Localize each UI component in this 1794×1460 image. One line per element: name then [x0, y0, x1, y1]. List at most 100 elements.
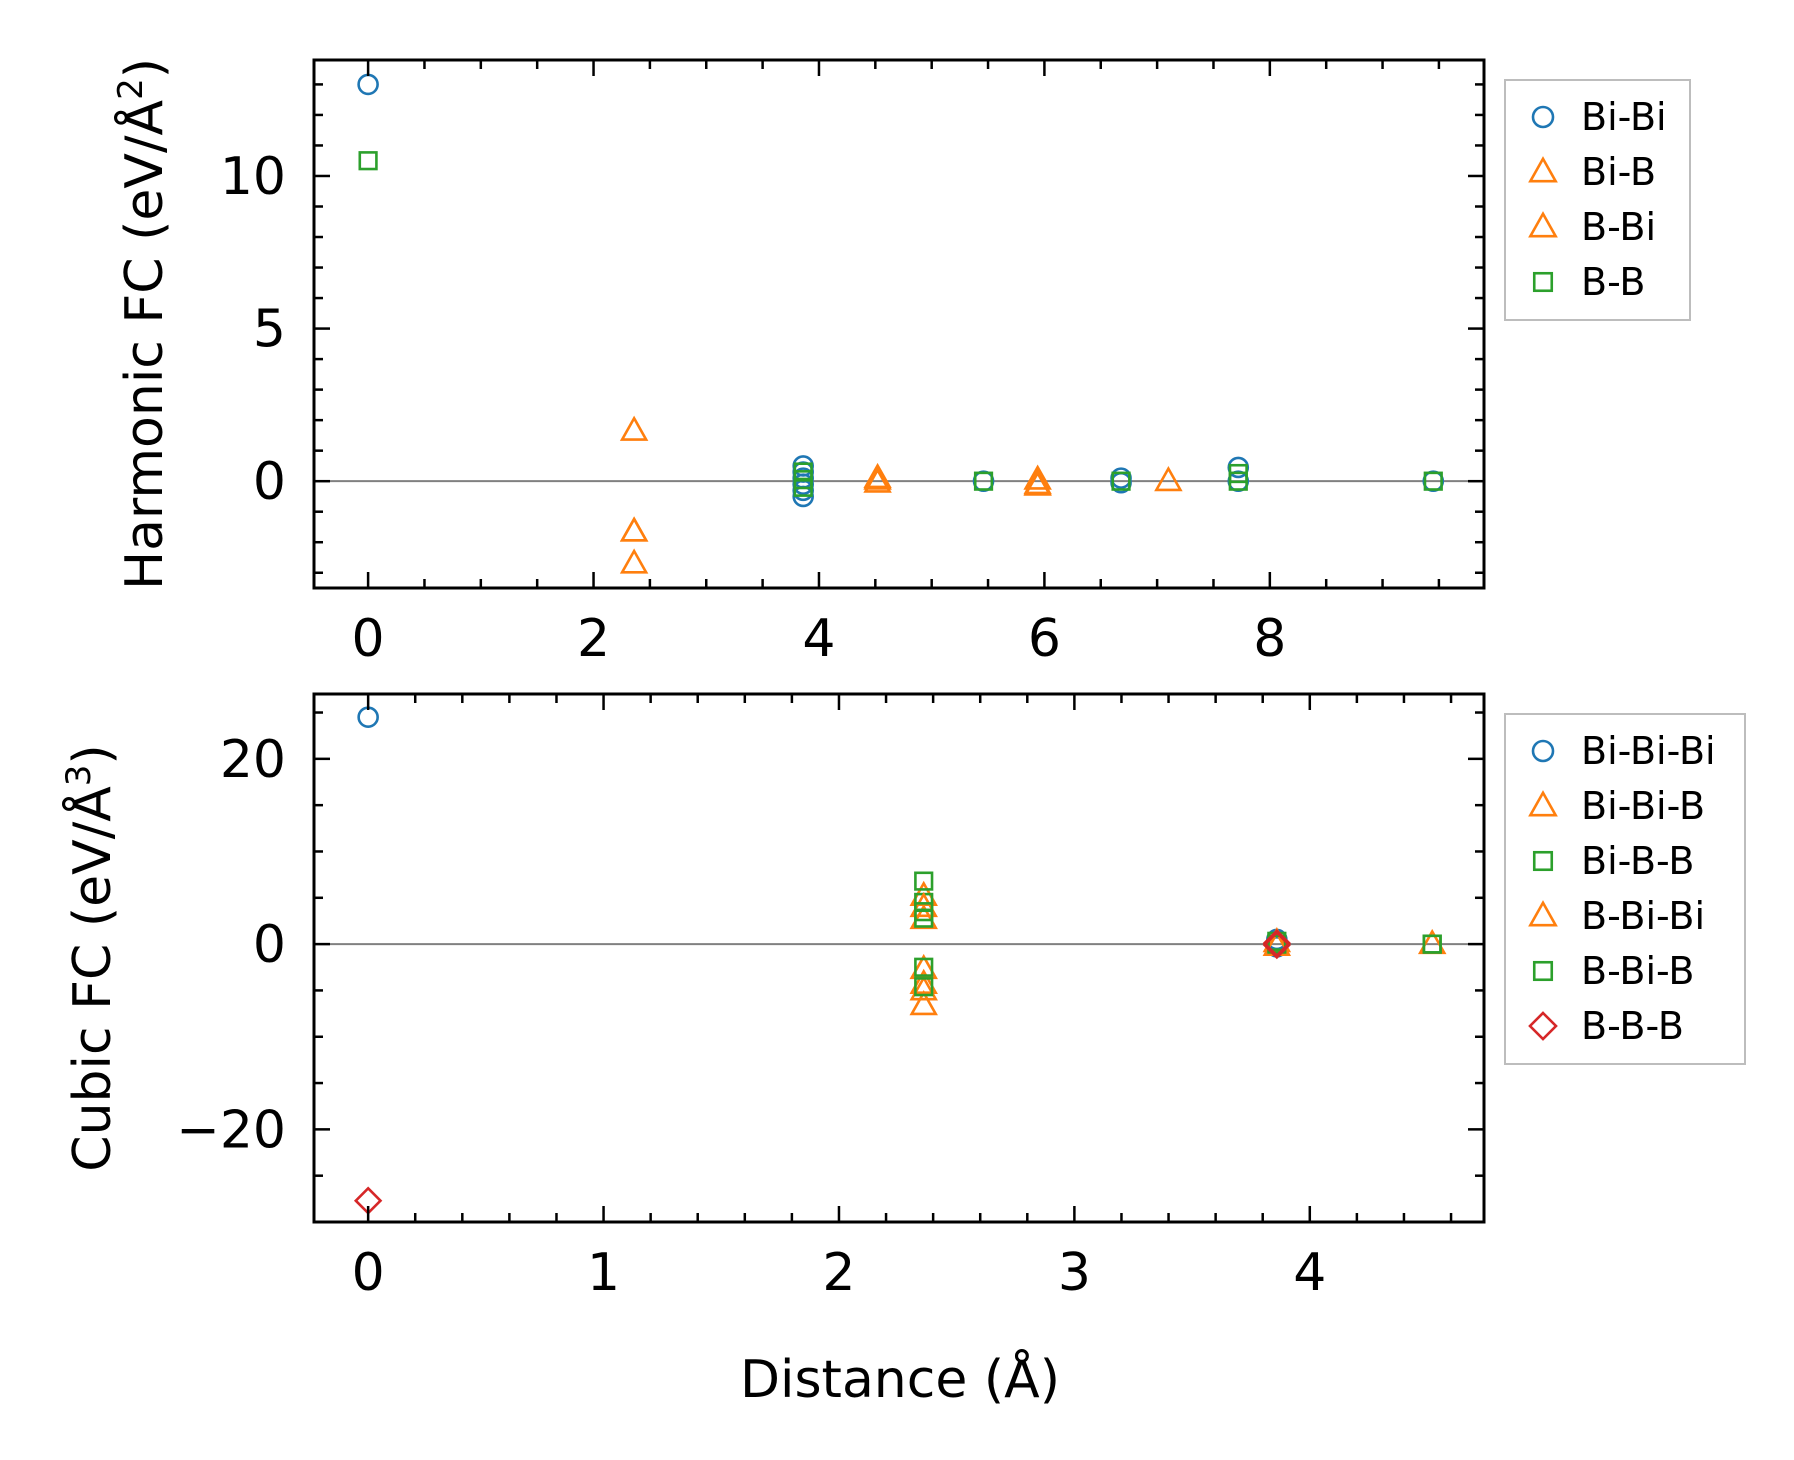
cubic-point-bi-bi-b — [909, 975, 938, 1001]
cubic-x-tick-label: 3 — [1058, 1243, 1091, 1303]
cubic-legend-item-b-b-b: B-B-B — [1528, 1004, 1684, 1048]
harmonic-point-b-bi — [1023, 469, 1052, 495]
cubic-point-b-bi-b — [1422, 934, 1442, 954]
harmonic-y-axis-title: Harmonic FC (eV/Å2) — [111, 58, 175, 590]
harmonic-point-b-b — [973, 471, 994, 491]
harmonic-series-b-b — [358, 151, 1443, 497]
harmonic-x-tick-label: 0 — [352, 609, 385, 669]
harmonic-x-tick-label: 4 — [802, 609, 835, 669]
harmonic-x-tick-label: 2 — [577, 609, 610, 669]
harmonic-x-tick-label: 8 — [1253, 609, 1286, 669]
cubic-legend-item-b-bi-b: B-Bi-B — [1532, 949, 1694, 993]
cubic-point-b-bi-bi — [909, 968, 938, 994]
cubic-point-bi-bi-b — [909, 990, 938, 1016]
harmonic-point-b-bi — [619, 516, 649, 542]
cubic-legend-marker-bi-bi-bi — [1531, 739, 1555, 763]
harmonic-series-bi-b — [619, 415, 1183, 574]
harmonic-legend-item-bi-bi: Bi-Bi — [1531, 95, 1667, 139]
harmonic-point-bi-b — [619, 516, 649, 542]
cubic-legend-item-bi-bi-bi: Bi-Bi-Bi — [1531, 729, 1716, 773]
harmonic-point-b-bi — [863, 464, 892, 490]
harmonic-series-b-bi — [619, 464, 1052, 542]
harmonic-legend-marker-b-b — [1532, 271, 1554, 293]
cubic-legend-marker-b-bi-b — [1532, 960, 1554, 982]
cubic-x-tick-label: 2 — [822, 1243, 855, 1303]
harmonic-point-bi-bi — [1110, 467, 1132, 489]
cubic-point-bi-bi-bi — [357, 706, 379, 728]
cubic-legend-marker-b-bi-bi — [1528, 900, 1558, 927]
cubic-legend-item-bi-bi-b: Bi-Bi-B — [1528, 784, 1705, 828]
harmonic-point-bi-b — [619, 415, 649, 441]
cubic-series-b-bi-b — [914, 902, 1442, 997]
cubic-legend-label: Bi-B-B — [1581, 839, 1694, 883]
harmonic-legend-marker-b-bi — [1528, 211, 1558, 238]
harmonic-markers — [357, 73, 1445, 574]
harmonic-series-bi-bi — [357, 73, 1445, 508]
cubic-legend-marker-bi-bi-b — [1528, 790, 1558, 817]
cubic-point-b-bi-bi — [909, 891, 938, 918]
harmonic-point-bi-b — [863, 467, 892, 493]
cubic-point-bi-b-b — [914, 871, 934, 891]
cubic-legend-item-b-bi-bi: B-Bi-Bi — [1528, 894, 1705, 938]
harmonic-legend-item-bi-b: Bi-B — [1528, 150, 1656, 194]
cubic-point-b-bi-b — [914, 902, 934, 922]
cubic-y-tick-label: −20 — [176, 1100, 286, 1160]
harmonic-y-tick-label: 10 — [220, 147, 286, 207]
cubic-x-tick-label: 4 — [1293, 1243, 1326, 1303]
cubic-point-b-bi-b — [914, 957, 934, 977]
cubic-legend-box — [1504, 713, 1746, 1065]
cubic-legend-label: B-Bi-B — [1581, 949, 1694, 993]
harmonic-point-b-b — [793, 477, 813, 497]
cubic-series-bi-bi-bi — [357, 706, 1288, 958]
cubic-legend-label: Bi-Bi-Bi — [1581, 729, 1716, 773]
harmonic-legend: Bi-Bi Bi-B B-Bi B-B — [1504, 79, 1691, 321]
harmonic-y-tick-label: 0 — [253, 452, 286, 512]
harmonic-point-bi-b — [619, 548, 649, 574]
harmonic-legend-label: B-B — [1581, 260, 1646, 304]
cubic-axes-frame — [312, 692, 1486, 1224]
cubic-x-tick-label: 0 — [352, 1243, 385, 1303]
cubic-point-b-bi-b — [914, 977, 934, 997]
harmonic-legend-item-b-b: B-B — [1532, 260, 1646, 304]
harmonic-x-tick-label: 6 — [1028, 609, 1061, 669]
harmonic-point-bi-b — [1154, 465, 1183, 492]
cubic-series-bi-bi-b — [909, 880, 1447, 1016]
harmonic-legend-label: B-Bi — [1581, 205, 1656, 249]
cubic-point-bi-bi-b — [909, 903, 938, 930]
cubic-point-b-bi-b — [1267, 934, 1287, 954]
harmonic-legend-label: Bi-B — [1581, 150, 1656, 194]
harmonic-point-b-b — [1111, 471, 1131, 491]
cubic-legend-label: B-B-B — [1581, 1004, 1684, 1048]
harmonic-legend-box — [1504, 79, 1691, 321]
harmonic-y-tick-label: 5 — [253, 300, 286, 360]
cubic-y-axis-title: Cubic FC (eV/Å3) — [59, 744, 123, 1171]
harmonic-legend-label: Bi-Bi — [1581, 95, 1667, 139]
cubic-y-tick-label: 0 — [253, 915, 286, 975]
cubic-legend-item-bi-b-b: Bi-B-B — [1532, 839, 1694, 883]
cubic-series-b-b-b — [353, 928, 1292, 1215]
cubic-point-b-b-b — [1262, 930, 1292, 960]
cubic-y-tick-label: 20 — [220, 730, 286, 790]
harmonic-point-b-b — [1228, 471, 1248, 491]
harmonic-point-bi-b — [1023, 464, 1052, 490]
harmonic-legend-marker-bi-b — [1528, 156, 1558, 183]
cubic-legend-label: B-Bi-Bi — [1581, 894, 1705, 938]
cubic-markers — [353, 706, 1447, 1215]
x-axis-title: Distance (Å) — [740, 1348, 1060, 1410]
cubic-legend-label: Bi-Bi-B — [1581, 784, 1705, 828]
cubic-x-tick-label: 1 — [587, 1243, 620, 1303]
harmonic-legend-marker-bi-bi — [1531, 105, 1555, 129]
harmonic-point-bi-bi — [357, 73, 379, 96]
cubic-legend-marker-bi-b-b — [1532, 850, 1554, 872]
harmonic-point-b-b — [358, 151, 378, 171]
harmonic-legend-item-b-bi: B-Bi — [1528, 205, 1656, 249]
cubic-series-bi-b-b — [914, 871, 1442, 954]
cubic-legend: Bi-Bi-Bi Bi-Bi-B Bi-B-B B-Bi-Bi B-Bi-B B-B-B — [1504, 713, 1746, 1065]
harmonic-axes-frame — [312, 58, 1486, 590]
harmonic-point-b-b — [1423, 471, 1443, 491]
cubic-legend-marker-b-b-b — [1528, 1011, 1558, 1041]
cubic-point-b-b-b — [1262, 928, 1292, 958]
cubic-fc-panel: 0 1 2 3 4 −20 0 20 Cubic FC (eV/Å3) Distance (Å… — [59, 692, 1746, 1410]
